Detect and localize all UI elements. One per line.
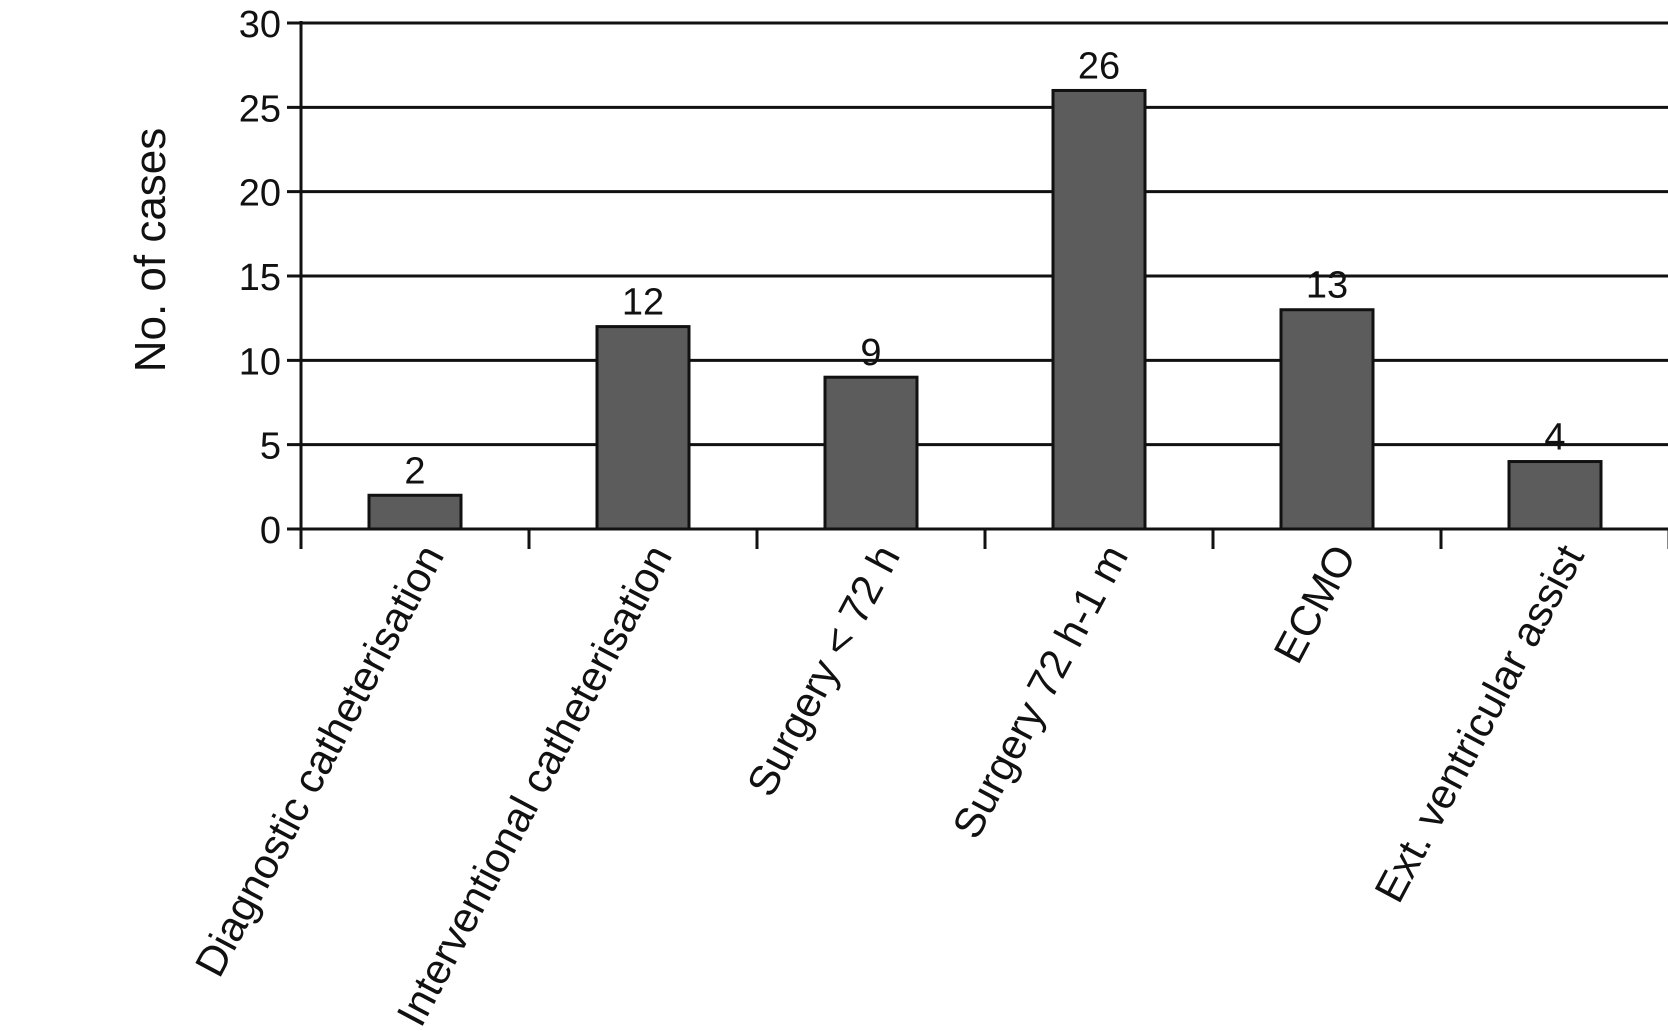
y-tick-label: 10 xyxy=(239,341,281,383)
data-label: 26 xyxy=(1078,45,1120,87)
y-tick-label: 15 xyxy=(239,257,281,299)
bar xyxy=(1507,460,1603,531)
bar xyxy=(595,325,691,531)
bar xyxy=(367,493,463,531)
x-tick-label: Surgery 72 h-1 m xyxy=(943,537,1137,846)
data-label: 9 xyxy=(860,332,881,374)
gridlines xyxy=(287,21,1668,531)
data-label: 4 xyxy=(1544,417,1565,459)
y-tick-label: 20 xyxy=(239,173,281,215)
y-tick-label: 30 xyxy=(239,4,281,46)
x-tick-label: Surgery < 72 h xyxy=(738,537,909,803)
data-label: 13 xyxy=(1306,265,1348,307)
y-tick-label: 0 xyxy=(260,510,281,552)
y-axis-label: No. of cases xyxy=(126,128,175,373)
bars xyxy=(367,88,1603,531)
data-label: 2 xyxy=(404,450,425,492)
x-tick-label: Ext. ventricular assist xyxy=(1365,537,1593,910)
data-label: 12 xyxy=(622,282,664,324)
bar xyxy=(823,375,919,531)
y-tick-label: 5 xyxy=(260,426,281,468)
axes xyxy=(299,21,1668,549)
x-tick-label: ECMO xyxy=(1264,537,1365,670)
x-tick-labels: Diagnostic catheterisationInterventional… xyxy=(186,537,1593,1031)
x-tick-label: Interventional catheterisation xyxy=(387,537,681,1031)
bar xyxy=(1279,308,1375,531)
bar xyxy=(1051,88,1147,531)
x-tick-label: Diagnostic catheterisation xyxy=(186,537,453,984)
data-labels: 2 12 9 26 13 4 xyxy=(404,45,1565,492)
y-tick-labels: 0 5 10 15 20 25 30 xyxy=(239,4,281,552)
y-tick-label: 25 xyxy=(239,88,281,130)
